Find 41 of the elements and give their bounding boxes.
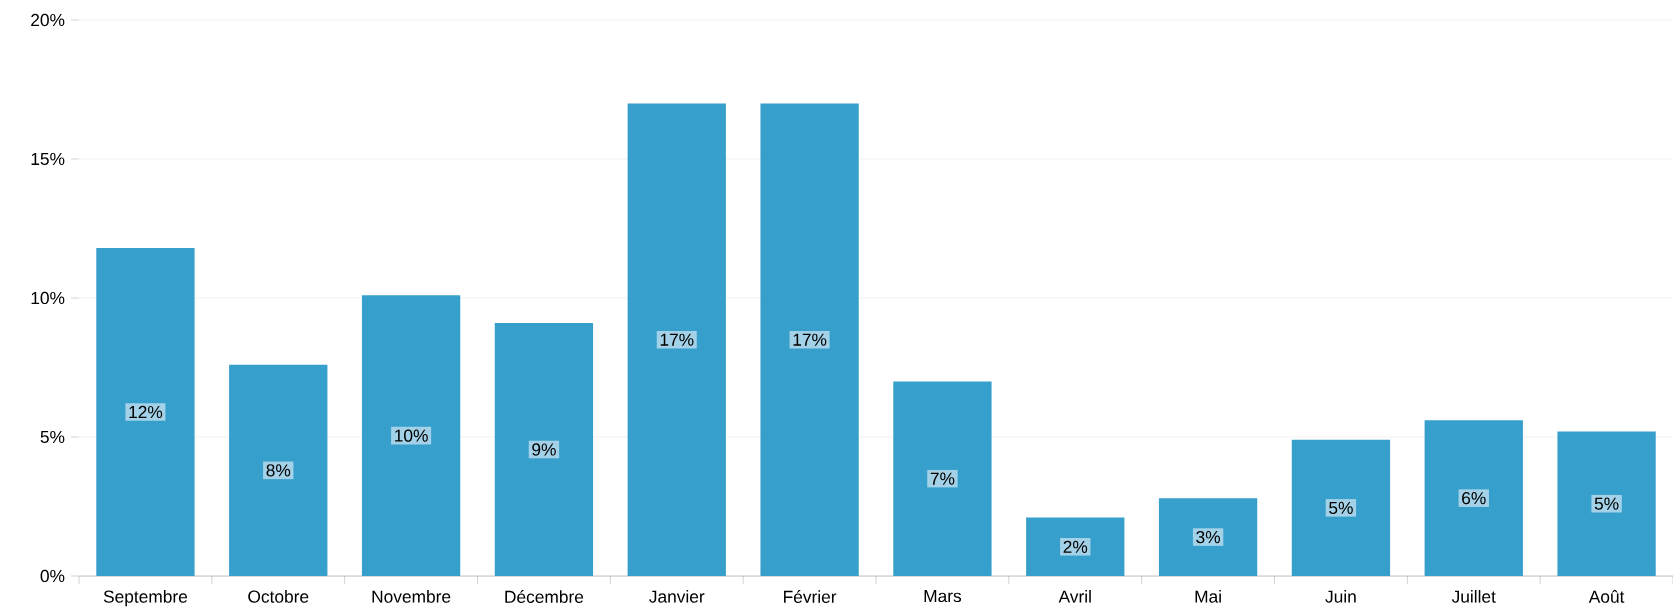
y-tick-label: 10%: [31, 291, 65, 305]
data-label: 8%: [266, 464, 291, 477]
x-tick-label: Août: [1588, 590, 1625, 603]
bar: [229, 364, 328, 576]
data-label: 17%: [793, 333, 827, 346]
bar: [760, 103, 859, 576]
data-label: 12%: [129, 405, 163, 419]
bar: [1158, 498, 1258, 576]
bar: [627, 103, 726, 576]
data-label: 9%: [532, 443, 556, 456]
y-tick-label: 20%: [31, 13, 65, 27]
data-label: 5%: [1329, 501, 1353, 514]
x-tick-label: Juillet: [1451, 590, 1496, 603]
bar: [1026, 517, 1125, 576]
x-tick-label: Septembre: [103, 590, 188, 607]
y-tick-label: 5%: [40, 430, 65, 444]
x-tick-label: Mai: [1195, 590, 1221, 603]
x-tick-label: Janvier: [649, 590, 705, 603]
x-tick-label: Avril: [1058, 590, 1091, 603]
x-tick-label: Février: [784, 590, 837, 603]
y-tick-label: 15%: [31, 152, 65, 166]
data-label: 7%: [930, 472, 955, 485]
x-tick-label: Juin: [1325, 590, 1356, 603]
bar: [96, 247, 195, 576]
data-label: 10%: [395, 429, 428, 442]
bar: [1557, 431, 1656, 576]
x-tick-label: Octobre: [248, 590, 309, 603]
bar: [1291, 439, 1391, 576]
x-tick-label: Décembre: [505, 590, 584, 603]
data-label: 17%: [660, 333, 694, 346]
bar: [361, 295, 461, 576]
bar: [494, 323, 594, 576]
x-tick-label: Novembre: [372, 590, 451, 603]
bar: [893, 381, 992, 576]
y-tick-label: 0%: [40, 569, 65, 583]
data-label: 3%: [1196, 530, 1220, 544]
x-tick-label: Mars: [924, 590, 962, 603]
bar: [1424, 420, 1523, 576]
data-label: 5%: [1594, 497, 1619, 510]
data-label: 2%: [1063, 540, 1088, 553]
data-label: 6%: [1462, 492, 1486, 505]
